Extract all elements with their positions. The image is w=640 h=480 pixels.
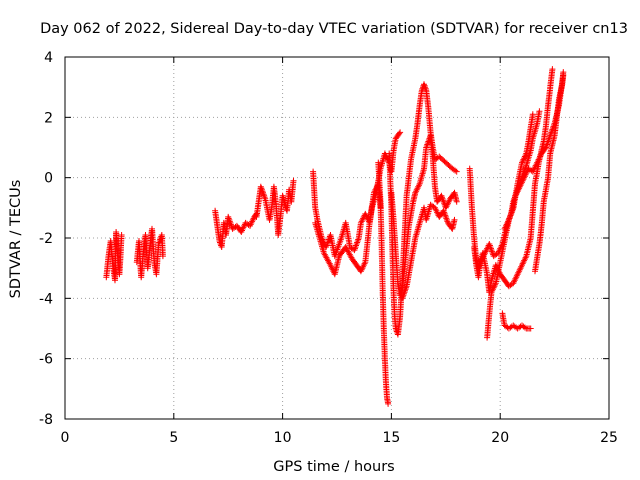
x-tick-label: 10 [274, 430, 292, 446]
x-tick-label: 25 [600, 430, 618, 446]
data-point [397, 129, 404, 136]
data-point [542, 145, 548, 152]
data-point [536, 108, 543, 115]
x-tick-label: 0 [61, 430, 70, 446]
grid-lines [65, 57, 609, 419]
series-track-16 [532, 69, 567, 275]
data-point [290, 177, 297, 184]
series-track-13 [484, 111, 536, 341]
plot-frame [64, 56, 610, 420]
y-tick-label: 4 [44, 50, 53, 66]
data-points [103, 66, 567, 407]
series-track-10 [399, 201, 458, 302]
y-tick-label: -8 [39, 412, 53, 428]
chart-title: Day 062 of 2022, Sidereal Day-to-day VTE… [40, 21, 628, 37]
data-point [549, 66, 556, 73]
data-point [527, 325, 534, 332]
series-track-9 [388, 132, 460, 299]
x-tick-label: 20 [491, 430, 509, 446]
data-point [453, 198, 460, 205]
data-point [560, 69, 567, 76]
data-point [118, 232, 125, 238]
data-point [159, 253, 166, 260]
series-track-6 [312, 180, 384, 278]
series-track-1 [103, 229, 125, 284]
series-track-2 [133, 225, 166, 281]
data-point [385, 400, 392, 407]
data-point [396, 130, 403, 137]
y-tick-label: -2 [39, 231, 53, 247]
data-point [529, 111, 536, 118]
y-tick-label: -4 [39, 291, 53, 307]
x-axis-label: GPS time / hours [273, 459, 394, 475]
x-tick-labels: 0 5 10 15 20 25 [61, 430, 618, 446]
data-point [453, 168, 460, 175]
x-tick-label: 15 [382, 430, 400, 446]
series-track-7 [375, 159, 392, 407]
series-track-4 [253, 177, 297, 238]
y-tick-label: 2 [44, 110, 53, 126]
series-track-14 [499, 310, 534, 332]
y-tick-labels: -8 -6 -4 -2 0 2 4 [39, 50, 53, 428]
data-point [521, 324, 528, 331]
data-point [451, 216, 458, 223]
series-track-3 [212, 207, 260, 250]
y-tick-label: 0 [44, 171, 53, 187]
y-tick-label: -6 [39, 352, 53, 368]
y-axis-label: SDTVAR / TECUs [8, 180, 24, 299]
x-tick-label: 5 [169, 430, 178, 446]
